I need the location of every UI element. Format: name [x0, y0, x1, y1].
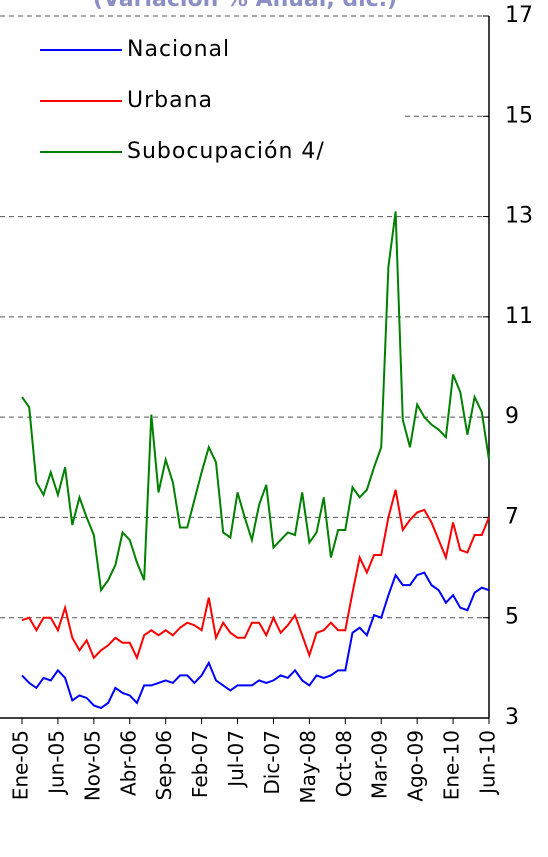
y-tick-label: 3 [505, 705, 519, 730]
x-tick-label: Nov-05 [80, 730, 104, 801]
y-tick-label: 7 [505, 504, 519, 529]
y-tick-label: 15 [505, 103, 533, 128]
x-tick-label: Ago-09 [404, 730, 428, 802]
x-tick-label: Oct-08 [332, 730, 356, 797]
x-tick-label: May-08 [296, 730, 320, 804]
x-tick-label: Ene-05 [9, 730, 33, 800]
x-tick-label: Ene-10 [440, 730, 464, 800]
y-tick-label: 17 [505, 3, 533, 28]
x-tick-label: Jun-10 [476, 730, 500, 796]
series-line [21, 489, 490, 661]
series-line [21, 211, 490, 593]
y-tick-label: 9 [505, 404, 519, 429]
legend-label: Subocupación 4/ [127, 139, 325, 164]
x-tick-label: Jun-05 [44, 730, 68, 796]
legend-label: Nacional [127, 37, 230, 62]
y-tick-label: 11 [505, 304, 533, 329]
x-tick-label: Sep-06 [152, 730, 176, 800]
y-tick-label: 5 [505, 605, 519, 630]
y-tick-label: 13 [505, 204, 533, 229]
x-tick-label: Feb-07 [188, 730, 212, 798]
chart-title: (Variación % Anual, dic.) [93, 0, 397, 12]
x-tick-label: Mar-09 [368, 730, 392, 799]
x-tick-label: Dic-07 [260, 730, 284, 795]
x-tick-label: Abr-06 [116, 730, 140, 796]
series-line [21, 571, 490, 710]
legend-box [0, 26, 405, 186]
x-tick-label: Jul-07 [224, 730, 248, 789]
legend-label: Urbana [127, 88, 213, 113]
